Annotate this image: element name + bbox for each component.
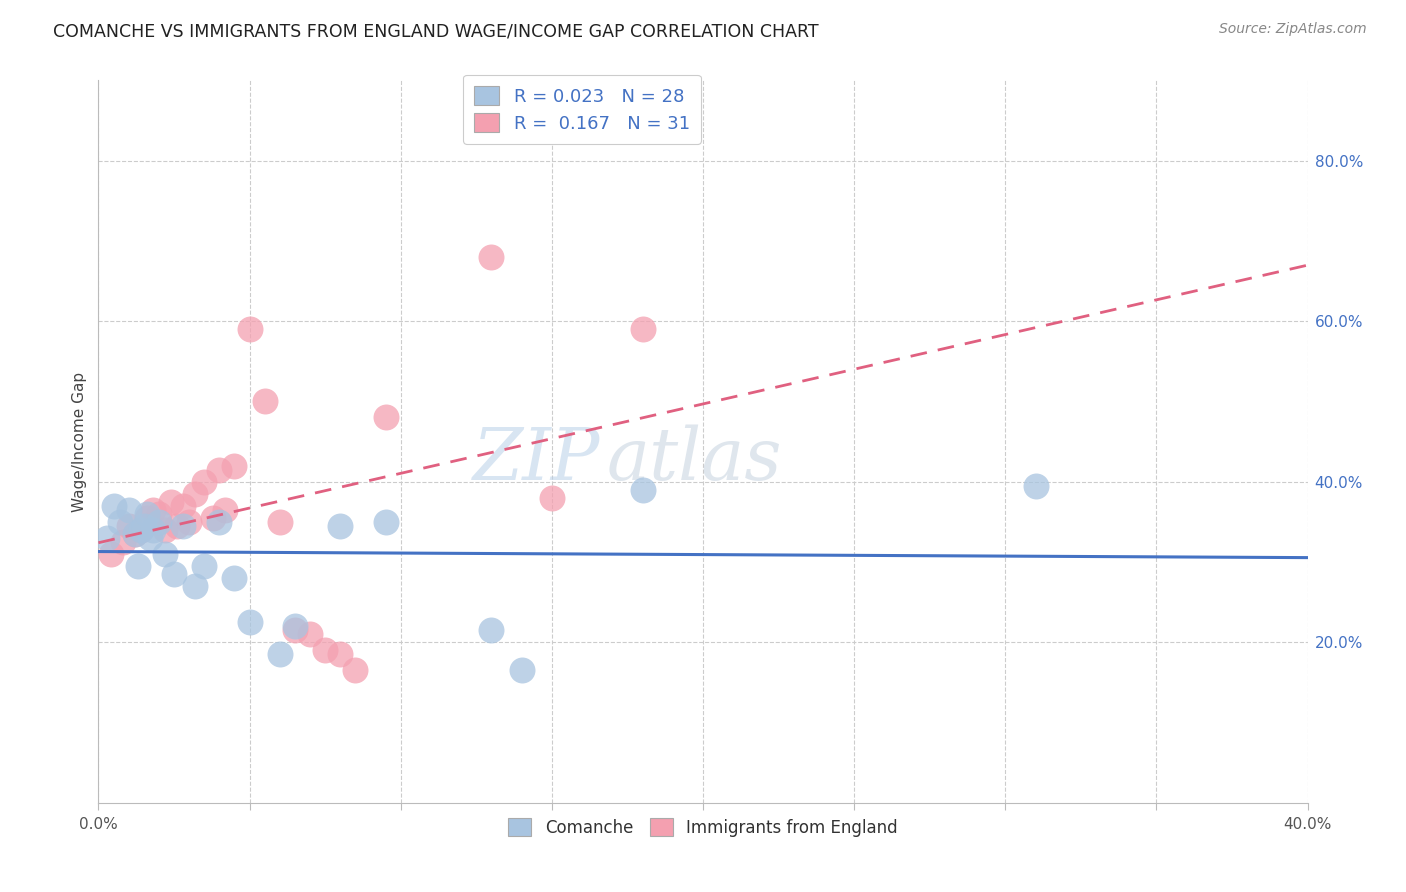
Point (108, 515, 131, 529)
Point (129, 523, 152, 537)
Point (284, 623, 307, 637)
Point (631, 483, 654, 497)
Point (184, 486, 207, 500)
Text: Source: ZipAtlas.com: Source: ZipAtlas.com (1219, 22, 1367, 37)
Point (127, 558, 149, 574)
Point (374, 515, 396, 529)
Point (1024, 478, 1046, 492)
Point (124, 526, 146, 541)
Point (111, 534, 134, 549)
Point (163, 567, 186, 582)
Point (172, 518, 194, 533)
Point (142, 523, 165, 537)
Point (481, 623, 503, 637)
Point (224, 458, 246, 473)
Point (374, 410, 396, 425)
Point (124, 526, 146, 541)
Point (208, 515, 231, 529)
Point (314, 643, 336, 657)
Point (148, 515, 170, 529)
Point (344, 664, 367, 678)
Point (481, 250, 503, 264)
Point (299, 627, 322, 641)
Point (172, 499, 194, 513)
Point (193, 558, 215, 574)
Point (329, 648, 352, 662)
Point (329, 518, 352, 533)
Point (148, 507, 170, 521)
Point (103, 499, 125, 513)
Point (193, 475, 215, 489)
Y-axis label: Wage/Income Gap: Wage/Income Gap (72, 371, 87, 512)
Point (96, 531, 118, 545)
Point (631, 322, 654, 336)
Point (139, 531, 162, 545)
Point (129, 523, 152, 537)
Point (269, 515, 291, 529)
Point (132, 518, 155, 533)
Point (118, 502, 141, 516)
Point (214, 502, 236, 516)
Point (284, 619, 307, 633)
Point (179, 515, 201, 529)
Point (160, 494, 183, 508)
Point (153, 547, 176, 561)
Point (118, 518, 141, 533)
Point (239, 615, 262, 630)
Point (142, 502, 165, 516)
Point (239, 322, 262, 336)
Point (269, 648, 291, 662)
Point (202, 510, 225, 524)
Point (100, 547, 122, 561)
Point (153, 523, 176, 537)
Point (166, 518, 188, 533)
Point (224, 571, 246, 585)
Legend: Comanche, Immigrants from England: Comanche, Immigrants from England (499, 810, 907, 845)
Point (253, 394, 276, 409)
Text: atlas: atlas (606, 425, 782, 495)
Point (208, 462, 231, 476)
Point (135, 510, 157, 524)
Point (135, 507, 157, 521)
Point (184, 579, 207, 593)
Point (540, 491, 562, 505)
Text: ZIP: ZIP (472, 425, 600, 495)
Point (510, 664, 533, 678)
Text: COMANCHE VS IMMIGRANTS FROM ENGLAND WAGE/INCOME GAP CORRELATION CHART: COMANCHE VS IMMIGRANTS FROM ENGLAND WAGE… (53, 22, 820, 40)
